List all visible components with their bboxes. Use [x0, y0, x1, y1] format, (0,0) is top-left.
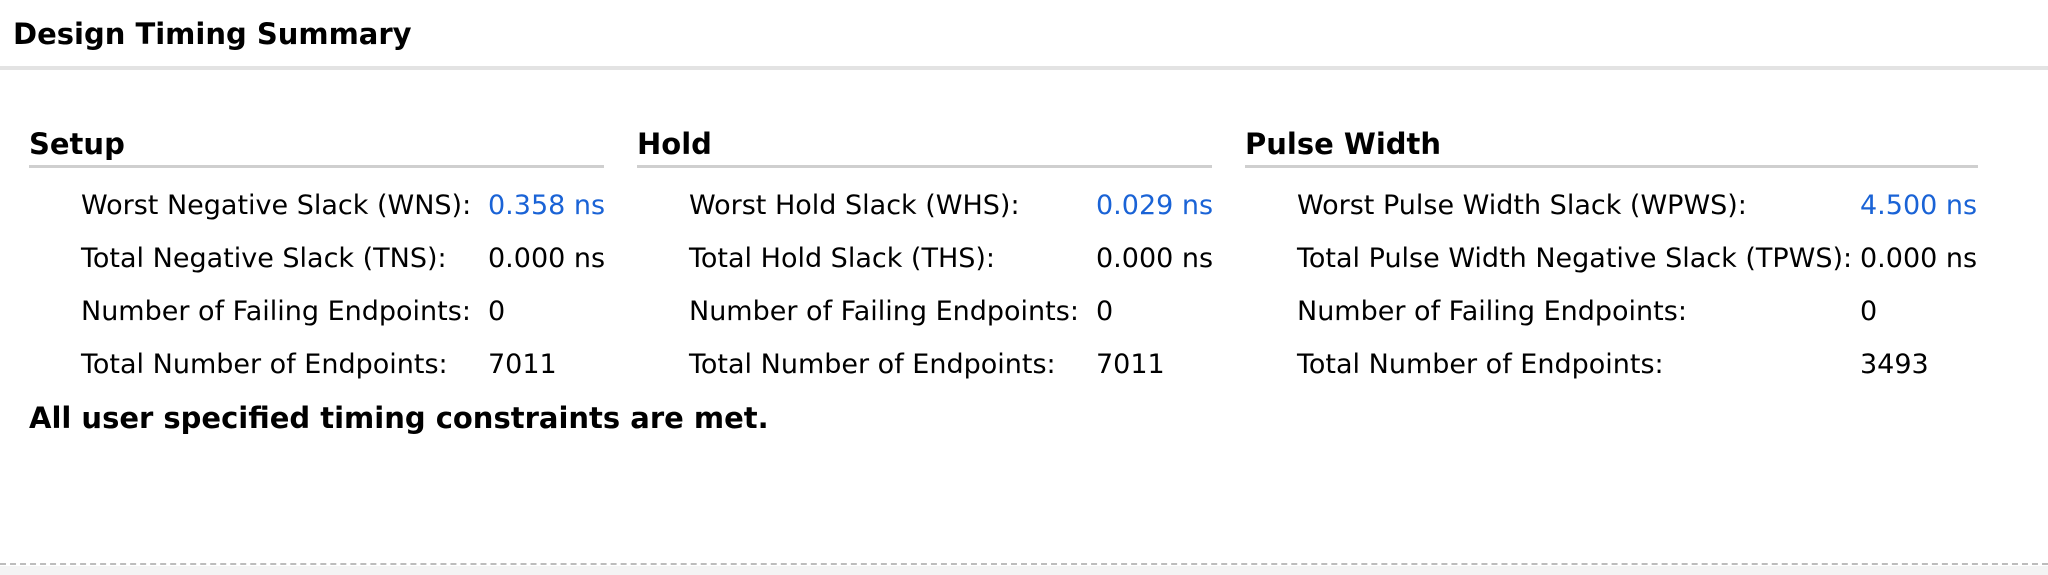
pw-total-label: Total Number of Endpoints: [1297, 349, 1664, 380]
hold-total-value: 7011 [1096, 349, 1165, 380]
timing-status-message: All user specified timing constraints ar… [29, 401, 769, 435]
hold-whs-value-link[interactable]: 0.029 ns [1096, 190, 1214, 221]
hold-failing-value: 0 [1096, 296, 1114, 327]
setup-tns-value: 0.000 ns [488, 243, 606, 274]
setup-header: Setup [29, 124, 604, 168]
pulse-width-header: Pulse Width [1245, 124, 1978, 168]
pw-failing-label: Number of Failing Endpoints: [1297, 296, 1687, 327]
setup-tns-label: Total Negative Slack (TNS): [81, 243, 447, 274]
hold-whs-label: Worst Hold Slack (WHS): [689, 190, 1020, 221]
hold-total-label: Total Number of Endpoints: [689, 349, 1056, 380]
setup-wns-value-link[interactable]: 0.358 ns [488, 190, 606, 221]
bottom-divider [0, 563, 2048, 565]
pw-total-value: 3493 [1860, 349, 1929, 380]
hold-ths-value: 0.000 ns [1096, 243, 1214, 274]
pw-wpws-value-link[interactable]: 4.500 ns [1860, 190, 1978, 221]
hold-section: Hold Worst Hold Slack (WHS): 0.029 ns To… [637, 124, 1214, 380]
setup-failing-label: Number of Failing Endpoints: [81, 296, 471, 327]
setup-total-label: Total Number of Endpoints: [81, 349, 448, 380]
hold-failing-label: Number of Failing Endpoints: [689, 296, 1079, 327]
pw-tpws-value: 0.000 ns [1860, 243, 1978, 274]
hold-ths-label: Total Hold Slack (THS): [689, 243, 996, 274]
hold-header: Hold [637, 124, 1212, 168]
pulse-width-section: Pulse Width Worst Pulse Width Slack (WPW… [1245, 124, 1978, 380]
pw-tpws-label: Total Pulse Width Negative Slack (TPWS): [1297, 243, 1853, 274]
page-title: Design Timing Summary [13, 17, 412, 51]
setup-wns-label: Worst Negative Slack (WNS): [81, 190, 472, 221]
pw-wpws-label: Worst Pulse Width Slack (WPWS): [1297, 190, 1747, 221]
pw-failing-value: 0 [1860, 296, 1878, 327]
setup-failing-value: 0 [488, 296, 506, 327]
setup-total-value: 7011 [488, 349, 557, 380]
setup-section: Setup Worst Negative Slack (WNS): 0.358 … [29, 124, 606, 380]
title-bar: Design Timing Summary [0, 0, 2048, 70]
bottom-strip [0, 566, 2048, 575]
